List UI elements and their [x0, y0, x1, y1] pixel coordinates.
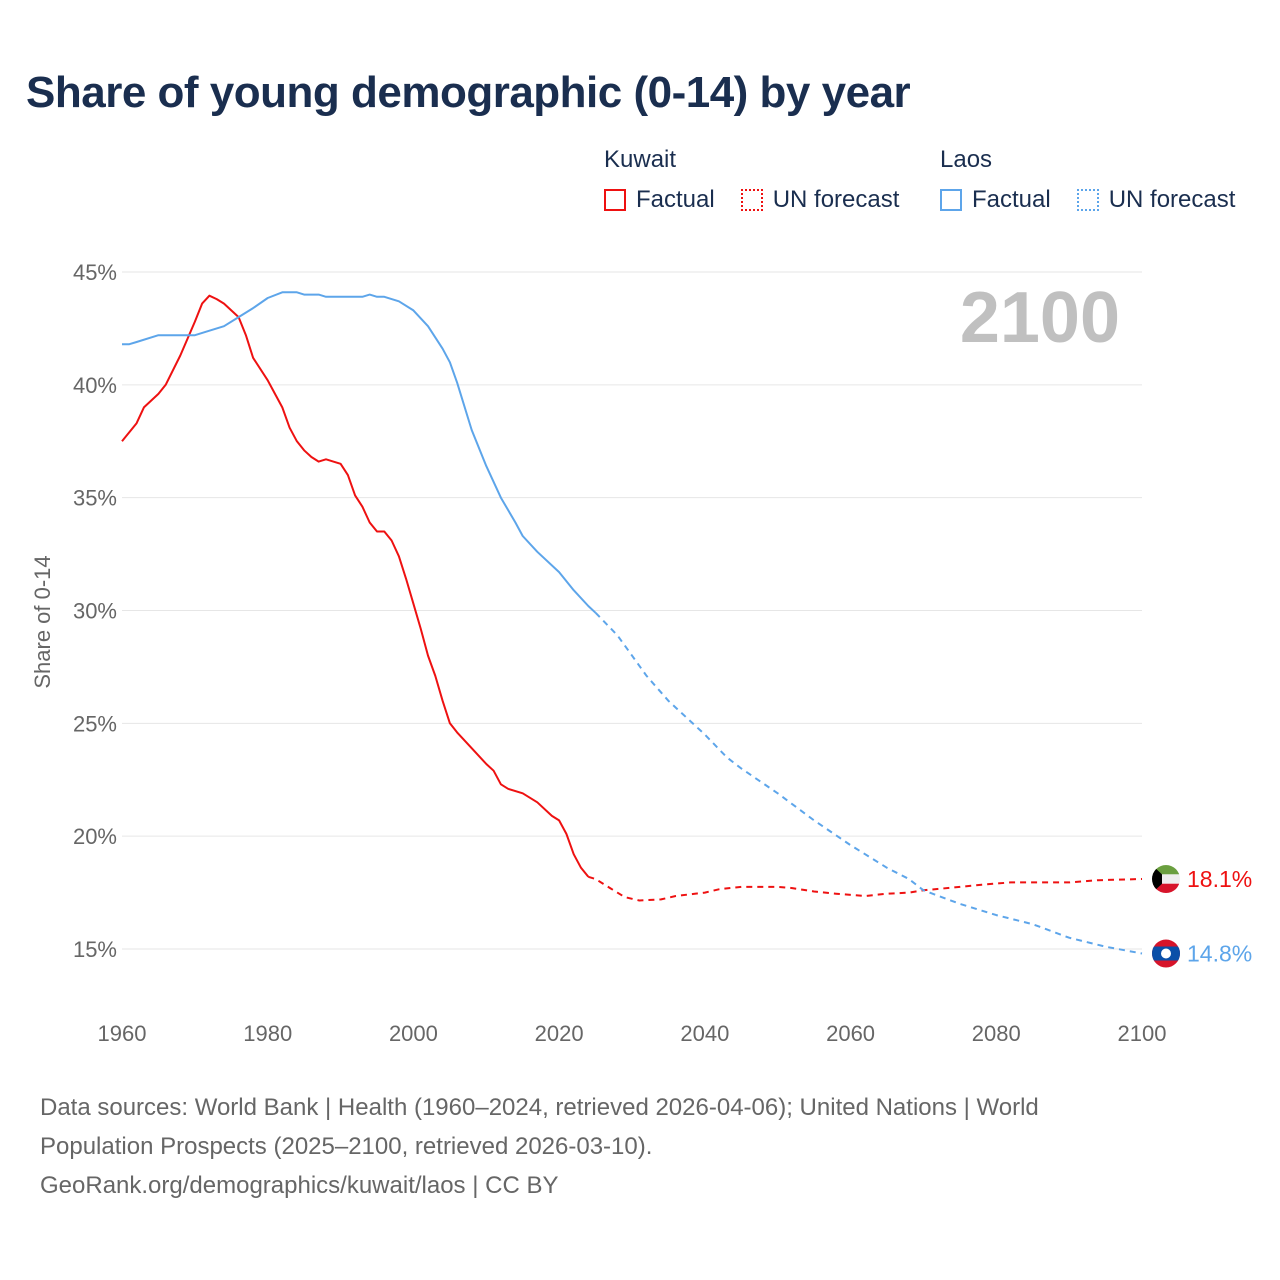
end-value-label: 14.8% — [1187, 941, 1252, 967]
source-line: Population Prospects (2025–2100, retriev… — [40, 1133, 653, 1160]
x-tick-label: 1960 — [98, 1021, 147, 1046]
source-line: Data sources: World Bank | Health (1960–… — [40, 1094, 1039, 1121]
kuwait-flag-icon — [1152, 865, 1180, 894]
legend-label-forecast[interactable]: UN forecast — [1108, 186, 1236, 213]
x-axis: 1960 1980 2000 2020 2040 2060 2080 2100 — [98, 1021, 1167, 1046]
end-markers: 18.1% 14.8% — [1152, 865, 1252, 968]
legend-group-name: Kuwait — [604, 146, 677, 173]
series-lines — [121, 291, 1143, 955]
y-tick-label: 25% — [73, 711, 117, 736]
legend-swatch-factual — [604, 189, 626, 211]
series-line-kuwait-forecast[interactable] — [588, 875, 1143, 902]
y-tick-label: 30% — [73, 599, 117, 624]
x-tick-label: 2060 — [826, 1021, 875, 1046]
y-tick-label: 15% — [73, 937, 117, 962]
x-tick-label: 1980 — [243, 1021, 292, 1046]
source-note: Data sources: World Bank | Health (1960–… — [40, 1088, 1190, 1205]
grid — [122, 271, 1142, 950]
y-axis-label: Share of 0-14 — [30, 555, 55, 688]
line-chart: 15% 20% 25% 30% 35% 40% 45% 1960 1980 2000 2020 20… — [30, 260, 1252, 1046]
legend-swatch-forecast — [1076, 189, 1099, 211]
year-label: 2100 — [960, 278, 1120, 358]
end-value-label: 18.1% — [1187, 866, 1252, 892]
legend-label-factual[interactable]: Factual — [972, 186, 1051, 213]
x-tick-label: 2020 — [535, 1021, 584, 1046]
y-axis: 15% 20% 25% 30% 35% 40% 45% — [73, 260, 117, 962]
x-tick-label: 2080 — [972, 1021, 1021, 1046]
series-line-laos-forecast[interactable] — [594, 612, 1143, 955]
chart-title: Share of young demographic (0-14) by yea… — [26, 68, 911, 117]
legend-kuwait: Kuwait Factual UN forecast — [604, 146, 917, 214]
laos-flag-icon — [1152, 939, 1180, 968]
y-tick-label: 20% — [73, 824, 117, 849]
series-line-laos-factual[interactable] — [122, 291, 597, 614]
legend-laos: Laos Factual UN forecast — [940, 146, 1253, 214]
y-tick-label: 35% — [73, 486, 117, 511]
source-link[interactable]: GeoRank.org/demographics/kuwait/laos | C… — [40, 1172, 559, 1199]
series-line-kuwait-factual[interactable] — [121, 294, 590, 878]
legend-swatch-forecast — [740, 189, 763, 211]
x-tick-label: 2040 — [680, 1021, 729, 1046]
legend-label-factual[interactable]: Factual — [636, 186, 715, 213]
x-tick-label: 2000 — [389, 1021, 438, 1046]
x-tick-label: 2100 — [1118, 1021, 1167, 1046]
legend-label-forecast[interactable]: UN forecast — [772, 186, 900, 213]
y-tick-label: 45% — [73, 260, 117, 285]
legend-group-name: Laos — [940, 146, 993, 173]
y-tick-label: 40% — [73, 373, 117, 398]
legend-swatch-factual — [940, 189, 962, 211]
